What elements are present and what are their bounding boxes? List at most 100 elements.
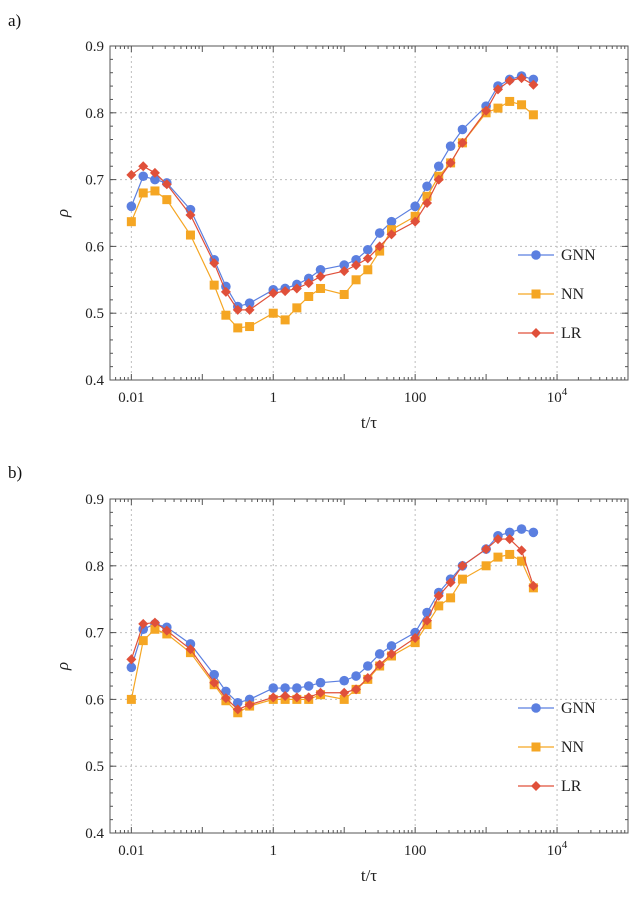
panel-label: b) [8,463,22,482]
legend-marker-nn [531,289,541,299]
legend-marker-gnn [531,250,541,260]
data-point-gnn [126,662,137,673]
legend: GNN NN LR [518,247,596,342]
data-point-lr [138,161,149,172]
data-point-lr [362,673,373,684]
data-point-lr [504,534,515,545]
data-point-lr [149,167,160,178]
data-point-lr [422,615,433,626]
data-point-lr [422,197,433,208]
data-point-gnn [268,683,279,693]
data-point-gnn [374,228,385,238]
data-point-lr [280,286,291,297]
data-point-gnn [374,649,385,659]
data-point-gnn [422,181,432,192]
y-tick-label: 0.4 [85,826,104,842]
data-point-gnn [433,161,444,172]
series-line-gnn [130,75,534,308]
y-tick-label: 0.8 [85,559,104,575]
data-point-lr [339,266,350,277]
x-tick-label: 0.01 [118,843,144,859]
data-point-gnn [303,681,314,691]
data-point-nn [493,552,503,562]
data-point-nn [126,217,136,227]
data-point-lr [445,157,456,168]
data-point-nn [339,289,349,299]
data-point-nn [422,191,432,201]
data-point-lr [303,692,314,703]
data-point-lr [504,75,515,86]
data-point-gnn [280,683,290,693]
data-point-lr [374,241,385,252]
data-point-gnn [292,683,302,693]
data-point-lr [528,580,539,591]
data-point-gnn [221,281,231,292]
data-point-nn [268,308,278,318]
y-tick-label: 0.6 [85,239,104,255]
data-point-nn [410,211,420,221]
data-point-lr [315,271,326,282]
data-point-lr [161,625,172,636]
data-point-lr [351,684,362,695]
data-point-gnn [504,527,515,538]
data-point-lr [232,304,243,315]
data-point-lr [481,544,492,555]
panel-label: a) [8,11,21,30]
data-point-gnn [126,201,137,212]
data-point-gnn [528,527,539,538]
data-point-gnn [516,524,527,534]
data-point-lr [126,654,137,665]
data-point-nn [517,556,527,566]
data-point-lr [374,659,385,670]
series-line-nn [130,553,534,714]
data-point-nn [434,601,444,611]
data-point-lr [410,216,421,227]
data-point-nn [505,549,515,559]
legend-marker-nn [531,742,541,752]
data-point-gnn [209,669,219,680]
series-gnn [126,71,539,312]
data-point-lr [481,105,492,116]
data-point-nn [126,694,136,704]
plot-frame [109,45,629,381]
x-axis-label: t/τ [361,866,377,885]
data-point-lr [126,169,137,180]
data-point-lr [315,687,326,698]
data-point-nn [304,292,314,301]
data-point-lr [149,617,160,628]
y-tick-label: 0.9 [85,39,104,55]
legend-marker-lr [531,781,541,791]
data-point-nn [351,275,361,285]
legend-marker-lr [531,328,541,338]
data-point-lr [244,699,255,710]
data-point-lr [209,258,220,269]
data-point-lr [291,692,302,703]
y-axis-label: ρ [53,209,72,218]
data-point-gnn [362,661,373,671]
y-tick-label: 0.9 [85,492,104,508]
data-point-gnn [528,74,539,85]
data-point-gnn [457,124,468,135]
data-point-gnn [445,141,456,151]
data-point-nn [292,303,302,313]
series-line-gnn [130,528,534,704]
data-point-nn [528,110,538,120]
legend-label-lr: LR [561,325,582,342]
y-axis-label: ρ [53,662,72,671]
data-point-nn [138,188,148,198]
data-point-gnn [339,260,350,270]
data-point-lr [268,288,279,299]
data-point-gnn [339,675,350,686]
y-tick-label: 0.8 [85,106,104,122]
legend-label-nn: NN [561,286,585,303]
legend-label-nn: NN [561,739,585,756]
data-point-gnn [185,639,196,649]
data-point-nn [150,186,160,196]
data-point-nn [162,195,172,205]
x-tick-label: 1 [270,390,278,406]
data-point-gnn [362,244,373,255]
x-tick-label: 100 [404,843,427,859]
data-point-lr [161,179,172,190]
data-point-gnn [386,216,397,227]
x-tick-label: 0.01 [118,390,144,406]
